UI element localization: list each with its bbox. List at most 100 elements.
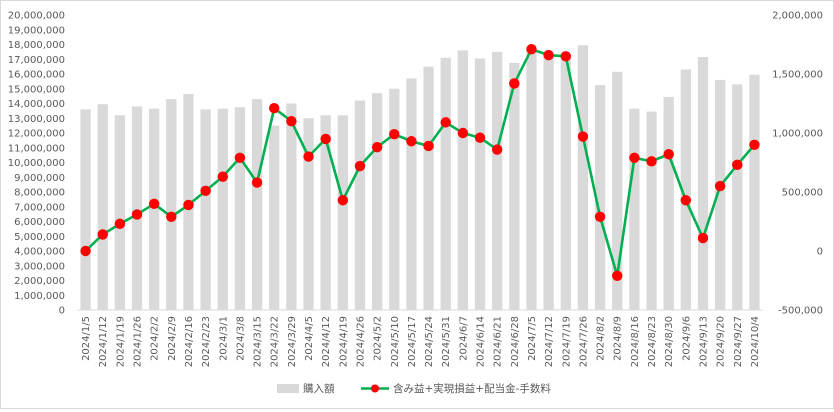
line-marker-profit	[97, 229, 108, 240]
line-marker-profit	[337, 195, 349, 206]
bar-purchase	[320, 115, 331, 310]
x-axis-tick-label: 2024/9/6	[681, 316, 692, 361]
line-marker-profit	[526, 44, 537, 55]
line-marker-profit	[543, 49, 554, 61]
x-axis-tick-label: 2024/4/12	[321, 316, 332, 367]
line-marker-profit	[594, 211, 606, 222]
left-axis-tick-label: 1,000,000	[14, 291, 65, 302]
legend-label-purchase: 購入額	[303, 382, 335, 395]
bar-purchase	[286, 103, 297, 310]
line-marker-profit	[629, 152, 640, 163]
x-axis-tick-label: 2024/4/19	[338, 316, 349, 367]
left-axis-tick-label: 13,000,000	[8, 114, 65, 125]
line-marker-profit	[457, 127, 469, 139]
bar-purchase	[166, 99, 177, 310]
left-axis-tick-label: 0	[59, 306, 65, 317]
bar-purchase	[440, 57, 451, 311]
legend-swatch-purchase	[277, 384, 299, 393]
line-series-profit	[84, 47, 756, 278]
bar-purchase	[371, 93, 383, 310]
x-axis-tick-label: 2024/2/16	[184, 316, 195, 367]
bar-purchase	[560, 53, 571, 310]
line-marker-profit	[131, 209, 143, 220]
line-marker-profit	[80, 245, 91, 257]
chart-legend: 購入額 含み益+実現損益+配当金-手数料	[277, 382, 551, 395]
line-marker-profit	[234, 152, 246, 163]
legend-label-profit: 含み益+実現損益+配当金-手数料	[393, 382, 551, 395]
line-marker-profit	[303, 151, 314, 162]
x-axis-tick-label: 2024/6/28	[510, 316, 521, 367]
bar-purchase	[646, 111, 657, 310]
x-axis-tick-label: 2024/6/14	[476, 316, 487, 367]
line-marker-profit	[697, 232, 709, 244]
bar-purchase	[543, 53, 554, 310]
line-marker-profit	[491, 144, 503, 155]
x-axis-tick-label: 2024/1/5	[81, 316, 92, 361]
left-axis-tick-label: 17,000,000	[8, 55, 65, 66]
bar-purchase	[594, 85, 606, 310]
bar-purchase	[354, 100, 366, 310]
bar-purchase	[629, 108, 640, 310]
x-axis-tick-label: 2024/5/2	[373, 316, 384, 361]
bar-purchase	[680, 69, 691, 310]
line-marker-profit	[714, 180, 726, 192]
right-axis-tick-label: 2,000,000	[772, 11, 823, 22]
left-axis-tick-label: 4,000,000	[14, 247, 65, 258]
bar-purchase	[663, 96, 674, 310]
x-axis-tick-label: 2024/2/9	[167, 316, 178, 361]
line-marker-profit	[320, 133, 331, 145]
line-marker-profit	[577, 131, 589, 142]
left-axis-tick-label: 15,000,000	[8, 84, 65, 95]
bar-purchase	[303, 118, 314, 310]
left-axis-tick-label: 9,000,000	[14, 173, 65, 184]
x-axis-tick-label: 2024/5/31	[441, 316, 452, 367]
x-axis-tick-label: 2024/5/24	[424, 316, 435, 367]
left-axis-tick-label: 14,000,000	[8, 99, 65, 110]
line-marker-profit	[509, 78, 520, 89]
x-axis-tick-label: 2024/9/27	[733, 316, 744, 367]
line-marker-profit	[269, 103, 280, 114]
line-marker-profit	[680, 195, 692, 206]
left-axis-tick-label: 18,000,000	[8, 40, 65, 51]
x-axis-tick-label: 2024/2/23	[201, 316, 212, 367]
x-axis-tick-label: 2024/8/2	[596, 316, 607, 361]
x-axis-tick-label: 2024/6/7	[458, 316, 469, 361]
bar-purchase	[423, 66, 434, 310]
bar-purchase	[337, 115, 348, 310]
x-axis-tick-label: 2024/4/5	[304, 316, 315, 361]
line-marker-profit	[749, 139, 760, 150]
line-series-markers	[80, 44, 760, 281]
x-axis-tick-label: 2024/7/19	[561, 316, 572, 367]
bar-purchase	[269, 125, 280, 310]
right-axis-tick-label: 1,500,000	[772, 70, 823, 81]
bar-purchase	[389, 88, 400, 310]
bar-purchase	[114, 115, 126, 310]
right-axis-tick-label: 1,000,000	[772, 129, 823, 140]
line-marker-profit	[354, 160, 366, 172]
right-axis-tick-label: 500,000	[782, 188, 823, 199]
bar-purchase	[714, 79, 726, 311]
x-axis-tick-label: 2024/3/8	[235, 316, 246, 361]
legend-swatch-profit-marker	[371, 384, 379, 393]
x-axis-tick-label: 2024/9/20	[716, 316, 727, 367]
x-axis-tick-label: 2024/7/26	[578, 316, 589, 367]
left-axis-tick-label: 7,000,000	[14, 202, 65, 213]
x-axis-tick-label: 2024/1/19	[115, 316, 126, 367]
bar-purchase	[406, 78, 417, 310]
line-marker-profit	[217, 171, 228, 182]
bar-purchase	[97, 104, 108, 310]
left-axis-tick-label: 20,000,000	[8, 11, 65, 22]
x-axis-tick-label: 2024/9/13	[698, 316, 709, 367]
right-axis-tick-label: 0	[817, 247, 823, 258]
left-axis-tick-label: 8,000,000	[14, 188, 65, 199]
line-marker-profit	[732, 159, 743, 171]
bar-purchase	[697, 57, 709, 310]
line-marker-profit	[440, 117, 451, 128]
x-axis-tick-label: 2024/7/5	[527, 316, 538, 361]
line-marker-profit	[251, 177, 263, 188]
bar-purchase	[612, 71, 623, 310]
bar-purchase	[492, 51, 503, 310]
line-marker-profit	[406, 136, 417, 147]
line-marker-profit	[371, 141, 383, 153]
